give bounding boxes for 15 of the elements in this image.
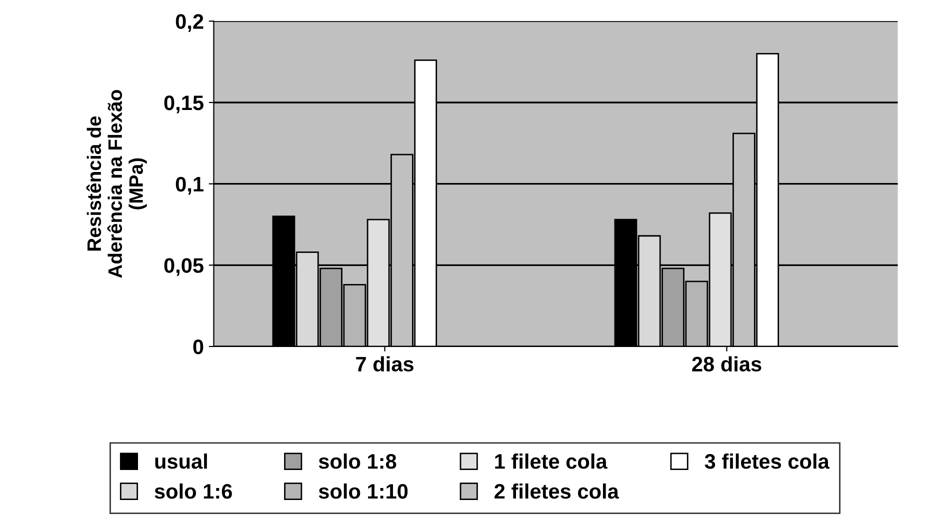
legend-label: solo 1:8 [318,454,396,469]
legend-label: 1 filete cola [495,454,608,469]
y-tick-label: 0,2 [176,14,204,32]
y-tick-label: 0 [193,339,204,354]
y-tick-label: 0,1 [176,176,204,195]
legend-label: 3 filetes cola [704,454,830,469]
legend-label: solo 1:10 [318,483,408,499]
x-tick-label: 28 dias [692,356,762,372]
y-tick-label: 0,15 [164,95,204,114]
y-axis-title: Resistência de Aderência na Flexão (MPa) [86,90,147,278]
legend-label: usual [155,454,207,469]
x-tick-label: 7 dias [356,356,414,372]
legend-label: 2 filetes cola [494,483,620,499]
y-tick-label: 0,05 [164,258,204,276]
legend-label: solo 1:6 [154,483,232,499]
